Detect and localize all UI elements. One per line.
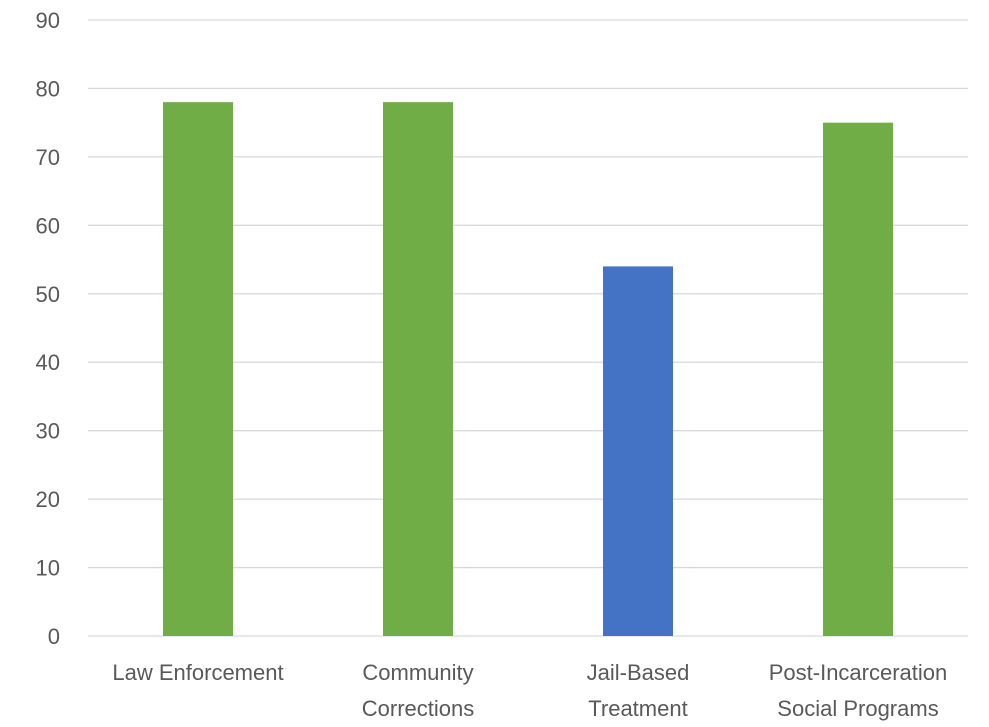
bar xyxy=(383,102,453,636)
x-tick-label-line: Post-Incarceration xyxy=(769,660,948,685)
bar xyxy=(603,266,673,636)
y-tick-label: 0 xyxy=(48,624,60,649)
y-tick-label: 50 xyxy=(36,282,60,307)
x-tick-label: Community Corrections xyxy=(362,660,474,721)
y-tick-label: 70 xyxy=(36,145,60,170)
x-tick-label-line: Treatment xyxy=(588,696,687,721)
x-tick-label-line: Law Enforcement xyxy=(112,660,283,685)
x-tick-label-line: Social Programs xyxy=(777,696,938,721)
x-axis-tick-labels: Law Enforcement Community Corrections Jail-… xyxy=(112,660,947,721)
bars xyxy=(163,102,893,636)
x-tick-label-line: Jail-Based xyxy=(587,660,690,685)
bar xyxy=(163,102,233,636)
y-tick-label: 80 xyxy=(36,76,60,101)
bar xyxy=(823,123,893,636)
y-axis-tick-labels: 0 10 20 30 40 50 60 70 80 90 xyxy=(36,8,60,649)
x-tick-label-line: Community xyxy=(362,660,473,685)
x-tick-label: Post-Incarceration Social Programs xyxy=(769,660,948,721)
x-tick-label: Law Enforcement xyxy=(112,660,283,685)
y-tick-label: 30 xyxy=(36,419,60,444)
x-tick-label-line: Corrections xyxy=(362,696,474,721)
x-tick-label: Jail-Based Treatment xyxy=(587,660,690,721)
y-tick-label: 10 xyxy=(36,556,60,581)
y-tick-label: 40 xyxy=(36,350,60,375)
y-tick-label: 20 xyxy=(36,487,60,512)
y-tick-label: 90 xyxy=(36,8,60,33)
y-tick-label: 60 xyxy=(36,213,60,238)
